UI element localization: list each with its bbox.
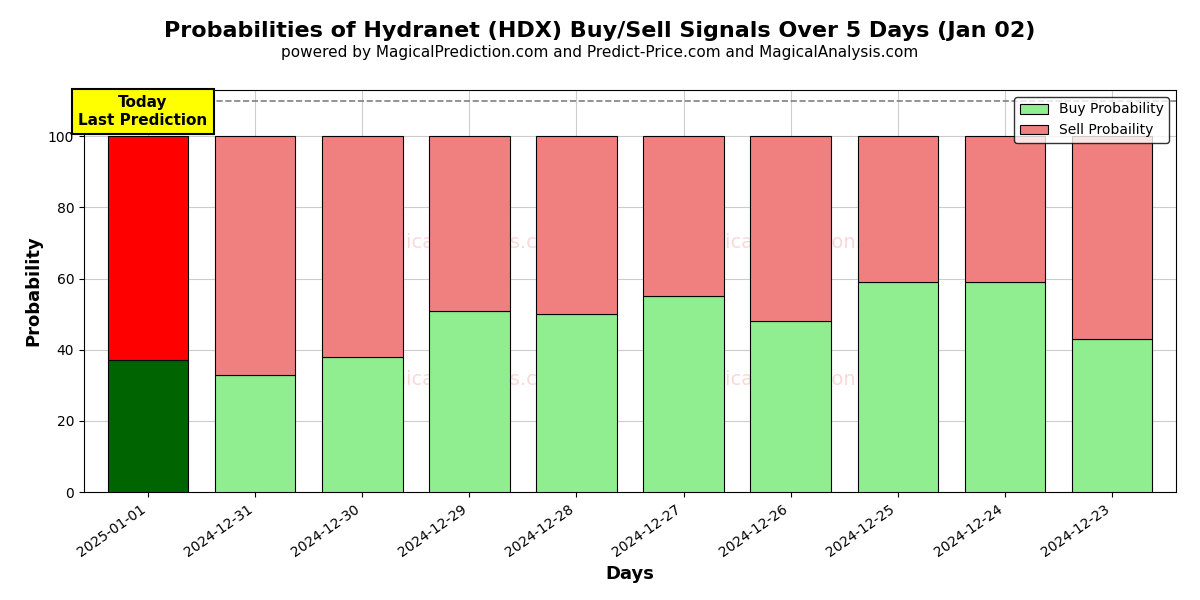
Text: powered by MagicalPrediction.com and Predict-Price.com and MagicalAnalysis.com: powered by MagicalPrediction.com and Pre… xyxy=(281,45,919,60)
Text: MagicalAnalysis.com: MagicalAnalysis.com xyxy=(365,233,568,252)
Text: MagicalPrediction.com: MagicalPrediction.com xyxy=(684,233,904,252)
X-axis label: Days: Days xyxy=(606,565,654,583)
Bar xyxy=(750,321,830,492)
Bar xyxy=(965,136,1045,282)
Bar xyxy=(643,296,724,492)
Bar xyxy=(108,361,188,492)
Text: Probabilities of Hydranet (HDX) Buy/Sell Signals Over 5 Days (Jan 02): Probabilities of Hydranet (HDX) Buy/Sell… xyxy=(164,21,1036,41)
Bar xyxy=(215,374,295,492)
Y-axis label: Probability: Probability xyxy=(24,236,42,346)
Bar xyxy=(323,357,402,492)
Bar xyxy=(430,311,510,492)
Bar xyxy=(108,136,188,361)
Text: MagicalPrediction.com: MagicalPrediction.com xyxy=(684,370,904,389)
Bar xyxy=(323,136,402,357)
Text: MagicalAnalysis.com: MagicalAnalysis.com xyxy=(365,370,568,389)
Bar xyxy=(215,136,295,374)
Bar xyxy=(536,314,617,492)
Bar xyxy=(643,136,724,296)
Bar xyxy=(536,136,617,314)
Bar xyxy=(858,282,937,492)
Bar xyxy=(430,136,510,311)
Bar xyxy=(750,136,830,321)
Legend: Buy Probability, Sell Probaility: Buy Probability, Sell Probaility xyxy=(1014,97,1169,143)
Bar xyxy=(1072,339,1152,492)
Bar xyxy=(858,136,937,282)
Bar xyxy=(1072,136,1152,339)
Text: Today
Last Prediction: Today Last Prediction xyxy=(78,95,208,128)
Bar xyxy=(965,282,1045,492)
